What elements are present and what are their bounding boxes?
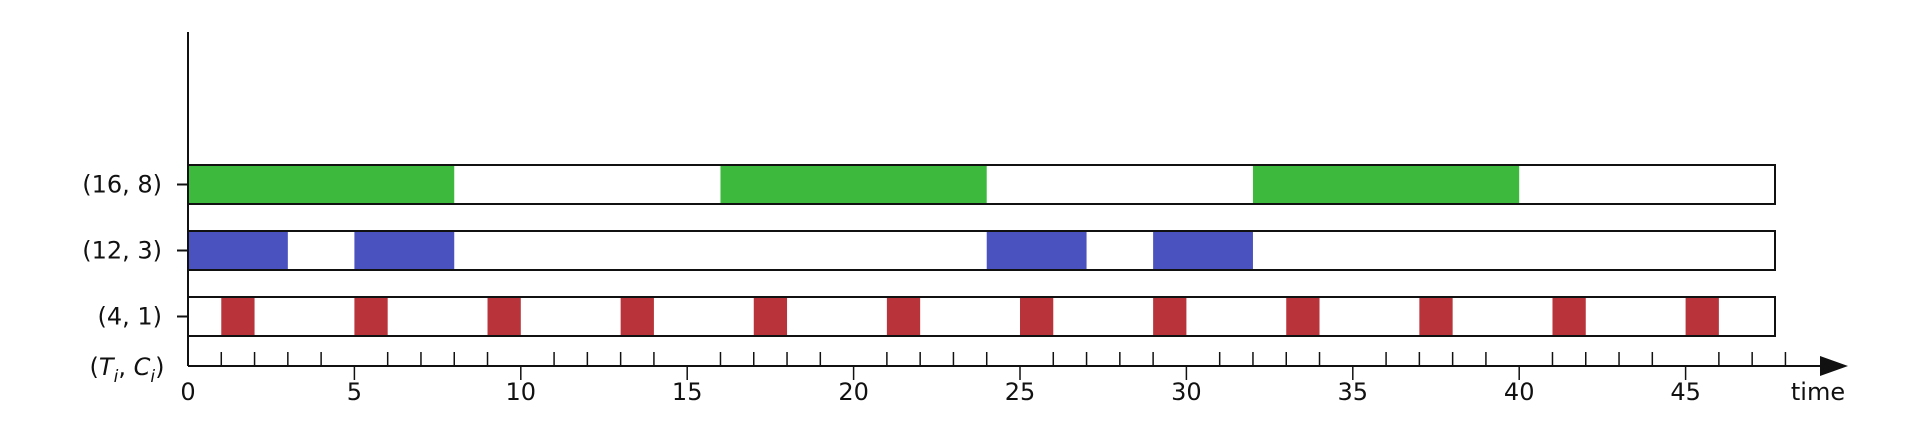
execution-block <box>1685 298 1719 335</box>
execution-block <box>986 232 1087 269</box>
execution-block <box>1252 166 1520 203</box>
task-row: (12, 3) <box>82 230 1776 271</box>
execution-block <box>487 298 521 335</box>
execution-block <box>1153 232 1253 269</box>
y-axis-label: (Ti, Ci) <box>90 353 165 387</box>
task-row-frame <box>187 296 1776 337</box>
execution-block <box>354 232 455 269</box>
x-tick-label: 10 <box>506 378 537 406</box>
task-row: (16, 8) <box>82 164 1776 205</box>
execution-block <box>620 298 654 335</box>
x-tick-label: 40 <box>1504 378 1535 406</box>
task-row-label: (12, 3) <box>82 237 162 265</box>
execution-block <box>1419 298 1453 335</box>
execution-block <box>1020 298 1054 335</box>
axes: time (Ti, Ci) <box>90 32 1848 406</box>
x-tick-label: 0 <box>180 378 195 406</box>
x-tick-label: 25 <box>1005 378 1036 406</box>
x-tick-label: 5 <box>347 378 362 406</box>
x-tick-label: 20 <box>838 378 869 406</box>
task-row-label: (16, 8) <box>82 171 162 199</box>
execution-block <box>188 232 288 269</box>
x-tick-label: 15 <box>672 378 703 406</box>
execution-block <box>221 298 255 335</box>
execution-block <box>753 298 788 335</box>
x-tick-label: 35 <box>1338 378 1369 406</box>
task-row-label: (4, 1) <box>97 303 162 331</box>
x-axis-label: time <box>1791 378 1845 406</box>
task-rows: (16, 8) (12, 3) (4, 1) <box>82 164 1776 337</box>
execution-block <box>1552 298 1586 335</box>
x-tick-label: 30 <box>1171 378 1202 406</box>
x-axis-arrowhead <box>1820 356 1848 376</box>
execution-block <box>1286 298 1320 335</box>
execution-block <box>1153 298 1187 335</box>
x-tick-label: 45 <box>1670 378 1701 406</box>
execution-block <box>188 166 455 203</box>
task-row: (4, 1) <box>97 296 1776 337</box>
execution-block <box>886 298 921 335</box>
execution-block <box>354 298 388 335</box>
x-axis-ticks: 0 5 10 15 20 25 30 35 40 45 <box>180 352 1787 406</box>
execution-block <box>720 166 987 203</box>
